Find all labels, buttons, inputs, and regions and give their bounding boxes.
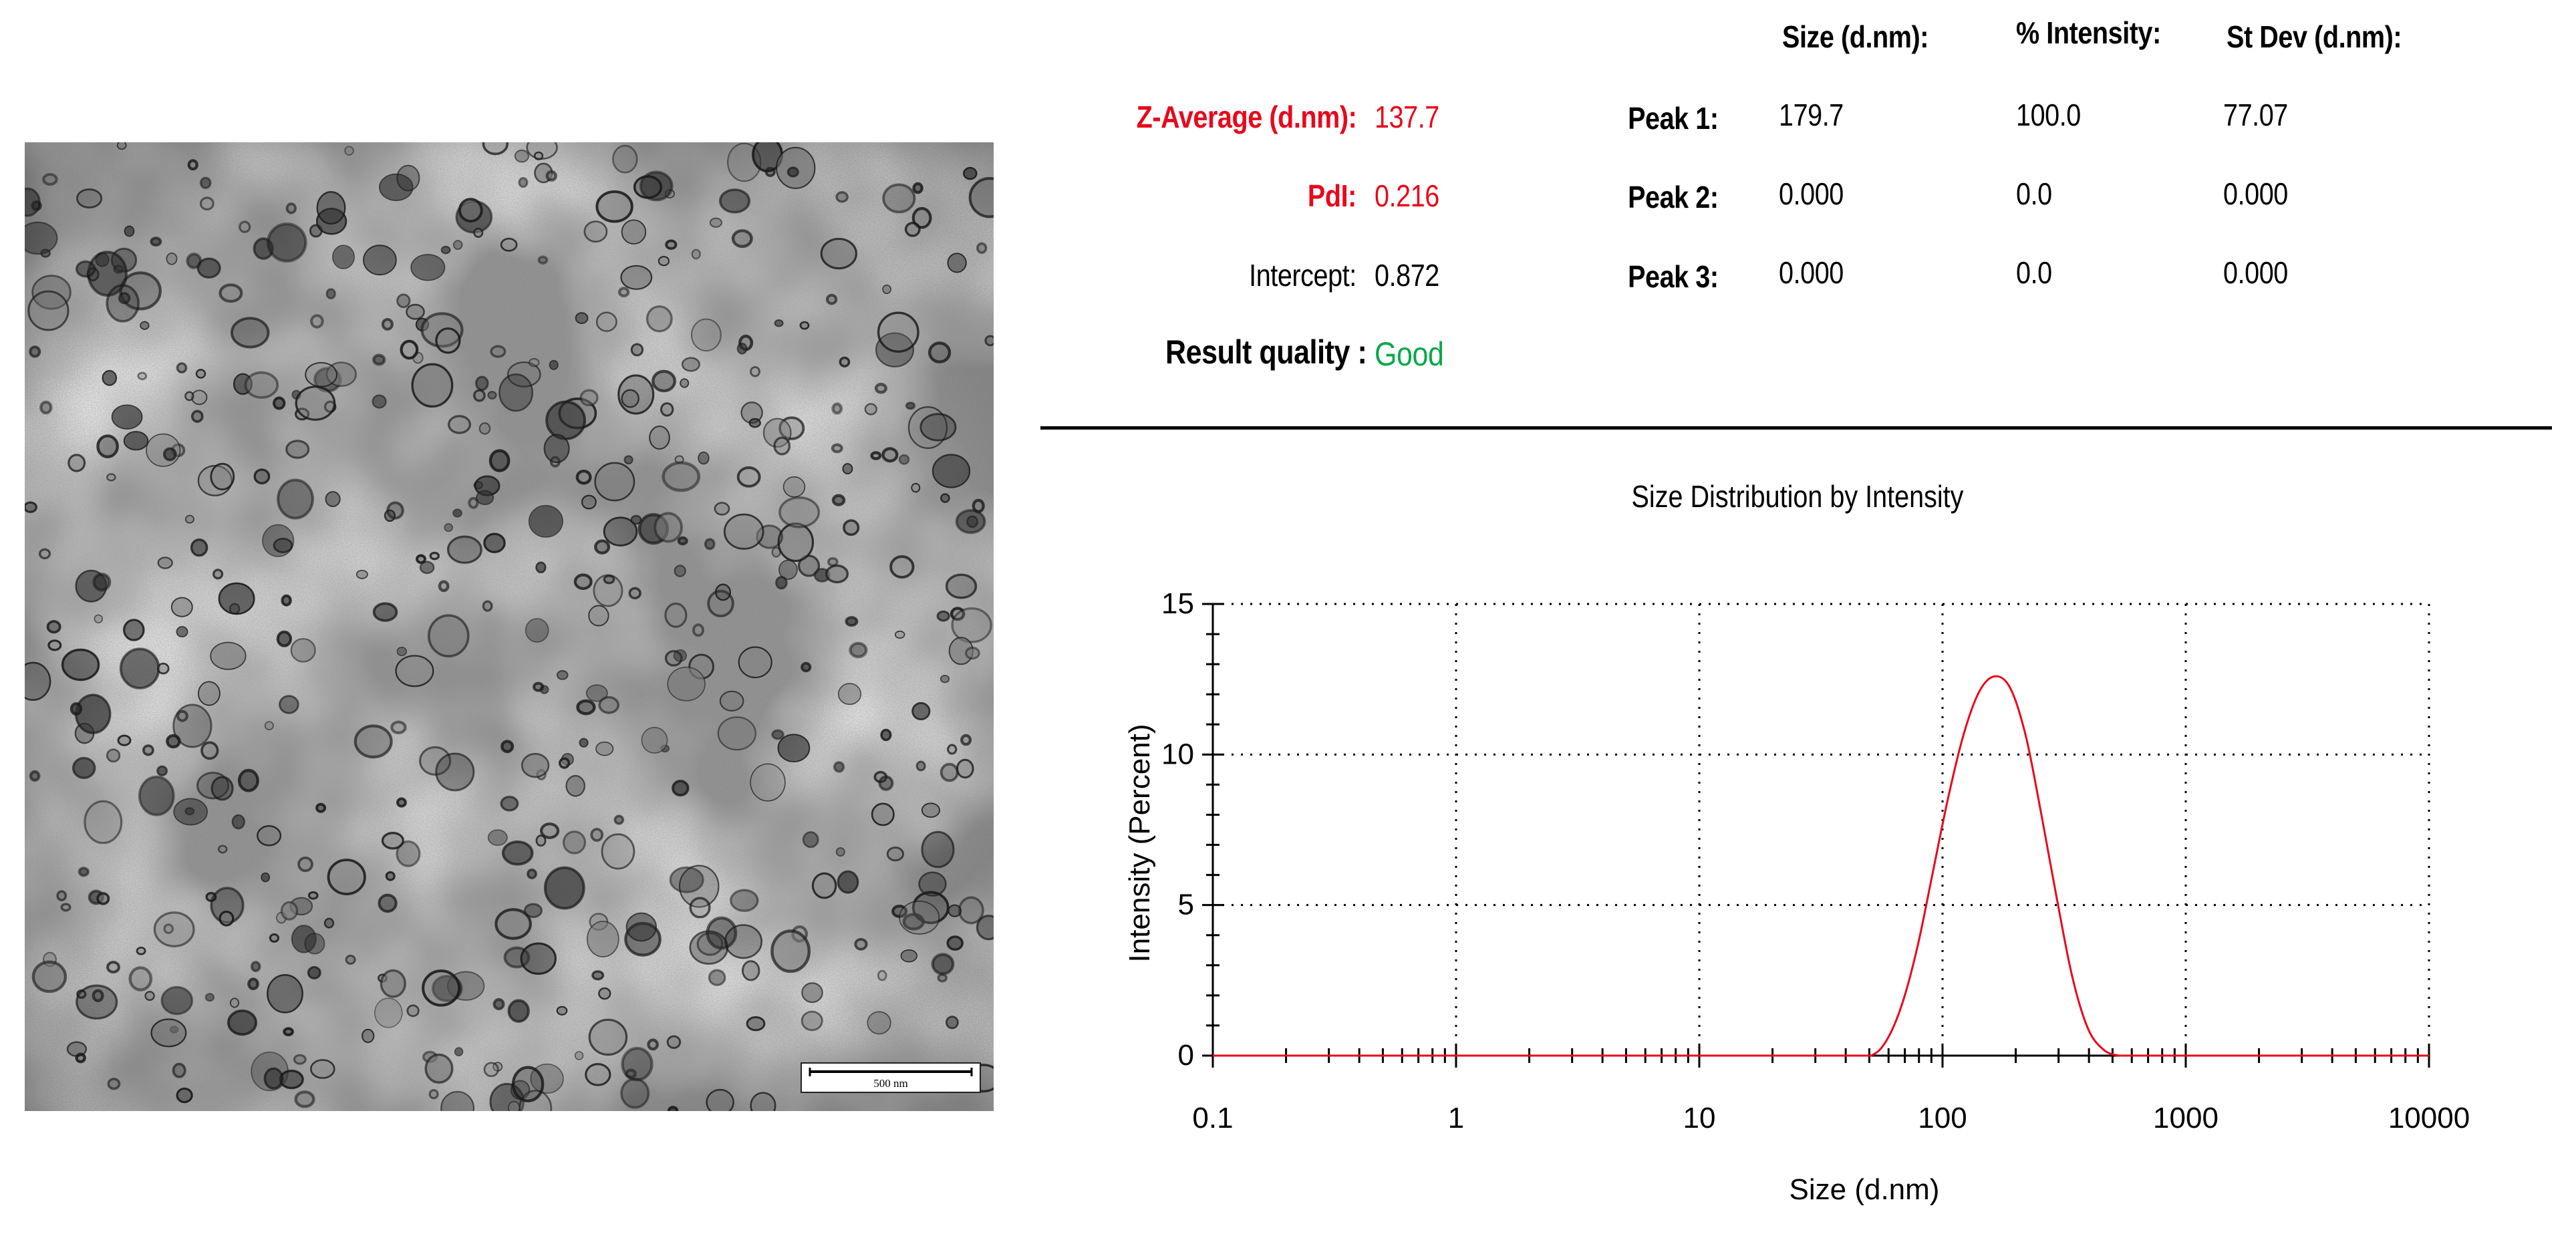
peak-1-label: Peak 1: bbox=[1628, 101, 1719, 136]
tem-micrograph-image: 500 nm bbox=[25, 142, 994, 1111]
y-tick-label: 10 bbox=[1161, 738, 1194, 770]
peak-2-stdev: 0.000 bbox=[2223, 176, 2288, 211]
peak-3-stdev: 0.000 bbox=[2223, 255, 2288, 290]
x-tick-label: 1 bbox=[1448, 1102, 1464, 1134]
stdev-column-header: St Dev (d.nm): bbox=[2227, 19, 2402, 54]
tick-marks bbox=[1202, 603, 2430, 1068]
peak-2-size: 0.000 bbox=[1779, 176, 1844, 211]
peak-1-intensity: 100.0 bbox=[2016, 98, 2081, 132]
x-tick-label: 100 bbox=[1918, 1102, 1967, 1134]
axes bbox=[1211, 604, 2429, 1057]
y-tick-label: 5 bbox=[1178, 889, 1194, 921]
grid-lines bbox=[1213, 603, 2430, 1056]
tick-labels: 0.1 1 10 100 1000 10000 0 5 10 15 bbox=[1161, 588, 2470, 1134]
x-tick-label: 0.1 bbox=[1192, 1102, 1233, 1134]
peak-3-intensity: 0.0 bbox=[2016, 255, 2052, 290]
peak-2-label: Peak 2: bbox=[1628, 180, 1719, 214]
size-distribution-chart: 0.1 1 10 100 1000 10000 0 5 10 15 Size (d.nm) Int… bbox=[1123, 588, 2470, 1206]
scale-bar-box bbox=[801, 1062, 981, 1093]
x-tick-label: 10 bbox=[1683, 1102, 1716, 1134]
x-axis-label: Size (d.nm) bbox=[1790, 1173, 1940, 1206]
x-tick-label: 10000 bbox=[2388, 1102, 2470, 1134]
x-tick-label: 1000 bbox=[2153, 1102, 2219, 1134]
pdi-label: PdI: bbox=[1307, 178, 1356, 213]
peak-3-size: 0.000 bbox=[1779, 255, 1844, 290]
peak-1-stdev: 77.07 bbox=[2223, 98, 2288, 132]
size-column-header: Size (d.nm): bbox=[1782, 19, 1929, 54]
peak-2-intensity: 0.0 bbox=[2016, 176, 2052, 211]
result-quality-value: Good bbox=[1375, 335, 1444, 373]
chart-title: Size Distribution by Intensity bbox=[1631, 479, 1964, 514]
y-tick-label: 15 bbox=[1161, 588, 1194, 620]
y-axis-label: Intensity (Percent) bbox=[1123, 724, 1156, 962]
pdi-value: 0.216 bbox=[1375, 178, 1439, 213]
intensity-curve bbox=[1213, 675, 2429, 1057]
scale-bar-label: 500 nm bbox=[873, 1077, 907, 1090]
z-average-label: Z-Average (d.nm): bbox=[1136, 100, 1356, 134]
tem-micrograph: 500 nm bbox=[25, 142, 994, 1111]
peak-1-size: 179.7 bbox=[1779, 98, 1844, 132]
intercept-label: Intercept: bbox=[1249, 258, 1356, 293]
tem-vignette bbox=[25, 142, 994, 1111]
scale-bar: 500 nm bbox=[801, 1062, 981, 1093]
y-tick-label: 0 bbox=[1178, 1039, 1194, 1072]
peak-3-label: Peak 3: bbox=[1628, 259, 1719, 294]
z-average-value: 137.7 bbox=[1375, 100, 1439, 134]
intercept-value: 0.872 bbox=[1375, 258, 1439, 293]
intensity-column-header: % Intensity: bbox=[2016, 15, 2161, 50]
result-quality-label: Result quality : bbox=[1165, 333, 1367, 371]
section-divider bbox=[1040, 426, 2552, 430]
